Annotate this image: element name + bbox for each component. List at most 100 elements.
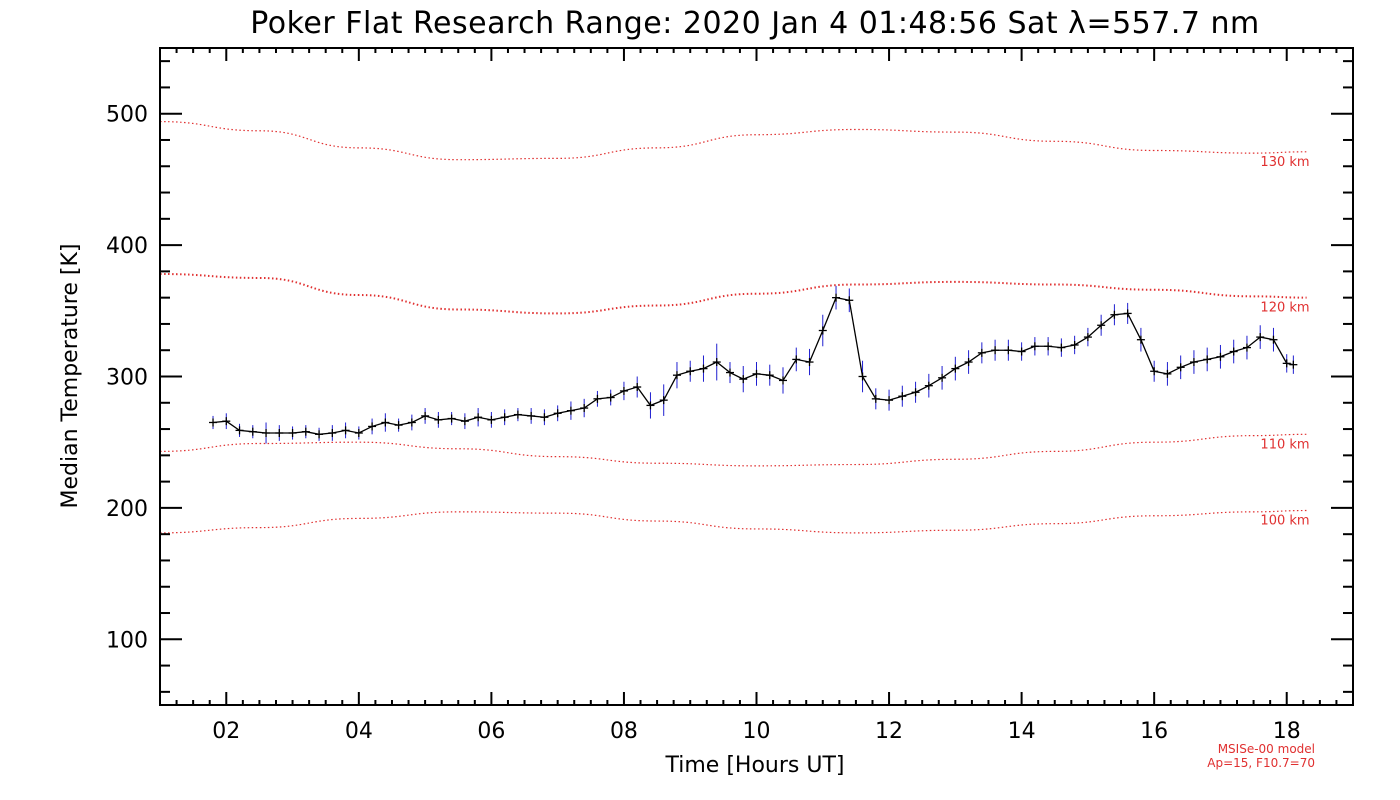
data-point bbox=[566, 406, 575, 415]
y-tick-label: 400 bbox=[106, 234, 148, 259]
data-point bbox=[1176, 363, 1185, 372]
model-label-130-km: 130 km bbox=[1260, 155, 1309, 170]
data-point bbox=[1282, 359, 1291, 368]
data-point bbox=[805, 358, 814, 367]
data-point bbox=[1110, 310, 1119, 319]
data-point bbox=[1203, 355, 1212, 364]
data-point bbox=[898, 392, 907, 401]
data-point bbox=[1269, 335, 1278, 344]
data-point bbox=[368, 422, 377, 431]
data-point bbox=[248, 427, 257, 436]
data-point bbox=[725, 368, 734, 377]
data-point bbox=[1097, 321, 1106, 330]
data-point bbox=[487, 415, 496, 424]
data-point bbox=[991, 346, 1000, 355]
model-label-110-km: 110 km bbox=[1260, 437, 1309, 452]
x-tick-label: 02 bbox=[212, 719, 240, 744]
data-point bbox=[1150, 367, 1159, 376]
y-tick-label: 200 bbox=[106, 497, 148, 522]
data-point bbox=[394, 421, 403, 430]
data-point bbox=[1256, 333, 1265, 342]
x-tick-label: 12 bbox=[875, 719, 903, 744]
data-point bbox=[871, 394, 880, 403]
data-point bbox=[832, 293, 841, 302]
x-tick-label: 04 bbox=[345, 719, 373, 744]
y-tick-label: 100 bbox=[106, 628, 148, 653]
data-point bbox=[1136, 335, 1145, 344]
model-curves: 130 km 120 km 110 km 100 km bbox=[159, 120, 1310, 534]
data-point bbox=[1083, 333, 1092, 342]
data-point bbox=[1004, 346, 1013, 355]
data-point bbox=[1030, 342, 1039, 351]
data-point bbox=[328, 429, 337, 438]
data-series bbox=[209, 285, 1298, 444]
y-tick-label: 300 bbox=[106, 366, 148, 391]
data-point bbox=[712, 358, 721, 367]
data-point bbox=[434, 415, 443, 424]
chart-title: Poker Flat Research Range: 2020 Jan 4 01… bbox=[250, 6, 1259, 41]
data-point bbox=[513, 410, 522, 419]
data-point bbox=[1044, 342, 1053, 351]
data-point bbox=[1242, 343, 1251, 352]
data-point bbox=[407, 418, 416, 427]
model-curve-130-km bbox=[159, 120, 1307, 161]
data-point bbox=[964, 358, 973, 367]
data-point bbox=[421, 411, 430, 420]
data-point bbox=[474, 413, 483, 422]
data-point bbox=[209, 418, 218, 427]
data-point bbox=[619, 386, 628, 395]
data-point bbox=[315, 430, 324, 439]
temperature-line bbox=[212, 296, 1294, 435]
data-point bbox=[765, 371, 774, 380]
model-label-120-km: 120 km bbox=[1260, 301, 1309, 316]
data-point bbox=[301, 427, 310, 436]
x-tick-label: 18 bbox=[1273, 719, 1301, 744]
data-point bbox=[752, 369, 761, 378]
data-point bbox=[593, 394, 602, 403]
data-point bbox=[845, 296, 854, 305]
data-point bbox=[540, 413, 549, 422]
y-tick-label: 500 bbox=[106, 103, 148, 128]
model-label-100-km: 100 km bbox=[1260, 514, 1309, 529]
data-point bbox=[553, 409, 562, 418]
data-point bbox=[1189, 358, 1198, 367]
data-point bbox=[1057, 343, 1066, 352]
data-point bbox=[606, 393, 615, 402]
data-point bbox=[739, 375, 748, 384]
x-tick-label: 06 bbox=[477, 719, 505, 744]
data-point bbox=[646, 401, 655, 410]
data-point bbox=[977, 348, 986, 357]
data-point bbox=[222, 417, 231, 426]
data-point bbox=[341, 426, 350, 435]
axes: 02 04 06 08 10 12 14 16 18 100 200 300 400 500 bbox=[106, 48, 1354, 744]
data-point bbox=[951, 364, 960, 373]
data-point bbox=[500, 413, 509, 422]
data-point bbox=[354, 429, 363, 438]
data-point bbox=[262, 429, 271, 438]
x-tick-label: 14 bbox=[1008, 719, 1036, 744]
x-tick-label: 10 bbox=[743, 719, 771, 744]
data-point bbox=[1070, 340, 1079, 349]
model-name-note: MSISe-00 model bbox=[1218, 742, 1315, 756]
data-point bbox=[1289, 360, 1298, 369]
data-point bbox=[779, 376, 788, 385]
data-point bbox=[818, 326, 827, 335]
data-point bbox=[1229, 347, 1238, 356]
data-point bbox=[527, 411, 536, 420]
data-point bbox=[1017, 347, 1026, 356]
data-point bbox=[659, 396, 668, 405]
model-curve-100-km bbox=[159, 509, 1307, 534]
data-point bbox=[633, 383, 642, 392]
data-point bbox=[911, 388, 920, 397]
x-axis-label: Time [Hours UT] bbox=[665, 753, 845, 778]
data-point bbox=[924, 381, 933, 390]
data-point bbox=[460, 417, 469, 426]
data-point bbox=[580, 404, 589, 413]
data-point bbox=[447, 414, 456, 423]
data-point bbox=[792, 355, 801, 364]
data-point bbox=[672, 371, 681, 380]
data-point bbox=[885, 396, 894, 405]
y-axis-label: Median Temperature [K] bbox=[58, 244, 83, 509]
data-point bbox=[381, 418, 390, 427]
